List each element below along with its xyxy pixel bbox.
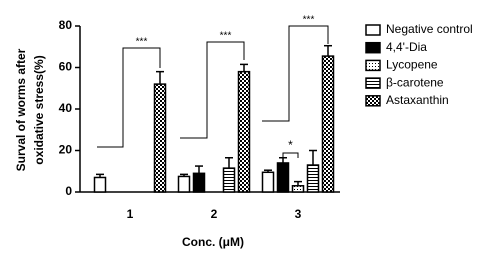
y-axis-label: Surval of worms after xyxy=(14,48,28,171)
bar xyxy=(237,70,251,193)
significance-bracket xyxy=(282,152,299,158)
legend-label: Negative control xyxy=(386,22,473,36)
y-axis-label: oxidative stress(%) xyxy=(32,55,46,164)
bar xyxy=(153,83,167,193)
legend-swatch xyxy=(365,24,381,36)
legend-swatch xyxy=(365,59,381,72)
bar xyxy=(291,185,305,193)
legend-label: β-carotene xyxy=(386,75,444,89)
bar xyxy=(276,162,290,193)
y-tick-label: 60 xyxy=(59,60,73,74)
significance-bracket xyxy=(97,47,161,148)
significance-label: *** xyxy=(303,15,315,26)
bar xyxy=(321,55,335,193)
x-tick-label: 3 xyxy=(295,207,302,221)
x-tick-label: 2 xyxy=(211,207,218,221)
legend-label: Lycopene xyxy=(386,58,438,72)
y-tick-label: 80 xyxy=(59,18,73,32)
legend-swatch xyxy=(365,41,381,54)
bar xyxy=(306,164,320,193)
y-tick-label: 20 xyxy=(59,143,73,157)
legend-label: Astaxanthin xyxy=(386,93,449,107)
bar xyxy=(222,167,236,193)
bar xyxy=(93,176,107,193)
significance-label: *** xyxy=(136,37,148,48)
x-tick-label: 1 xyxy=(127,207,134,221)
significance-label: *** xyxy=(220,31,232,42)
significance-bracket xyxy=(180,41,245,139)
significance-bracket xyxy=(262,25,329,122)
x-axis-label: Conc. (μM) xyxy=(182,235,244,249)
bar xyxy=(177,175,191,193)
legend-label: 4,4'-Dia xyxy=(386,40,427,54)
significance-label: * xyxy=(288,138,293,152)
legend-swatch xyxy=(365,95,381,107)
y-tick-label: 40 xyxy=(59,101,73,115)
y-tick-label: 0 xyxy=(65,184,72,198)
bar xyxy=(261,171,275,193)
bar xyxy=(192,172,206,193)
legend-swatch xyxy=(365,77,381,89)
